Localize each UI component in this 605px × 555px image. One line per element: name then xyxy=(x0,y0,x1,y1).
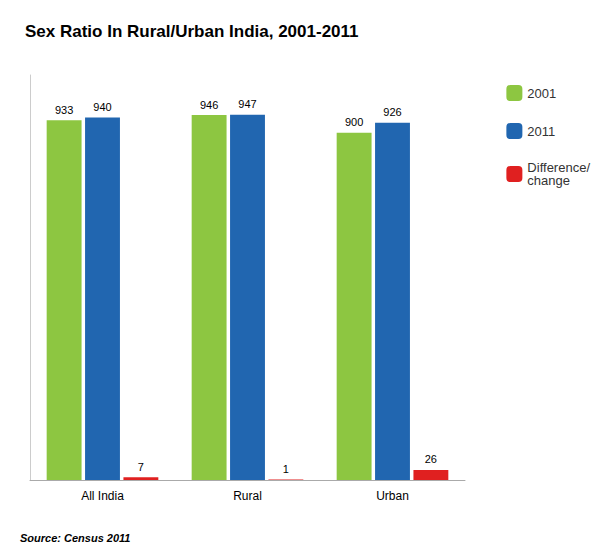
svg-text:900: 900 xyxy=(345,116,363,128)
svg-text:1: 1 xyxy=(283,463,289,475)
svg-text:All India: All India xyxy=(81,489,124,503)
svg-text:Sex Ratio In Rural/Urban India: Sex Ratio In Rural/Urban India, 2001-201… xyxy=(25,22,359,41)
svg-text:7: 7 xyxy=(138,461,144,473)
svg-text:change: change xyxy=(527,173,570,188)
svg-text:926: 926 xyxy=(383,106,401,118)
svg-text:Difference/: Difference/ xyxy=(527,160,590,175)
svg-text:2011: 2011 xyxy=(527,124,555,139)
svg-text:Source: Census 2011: Source: Census 2011 xyxy=(20,532,130,544)
svg-text:26: 26 xyxy=(425,453,437,465)
svg-text:933: 933 xyxy=(55,104,73,116)
svg-text:940: 940 xyxy=(93,101,111,113)
svg-text:947: 947 xyxy=(238,98,256,110)
svg-text:Urban: Urban xyxy=(376,489,409,503)
svg-text:2001: 2001 xyxy=(527,86,556,101)
svg-text:946: 946 xyxy=(200,99,218,111)
svg-text:Rural: Rural xyxy=(233,489,262,503)
